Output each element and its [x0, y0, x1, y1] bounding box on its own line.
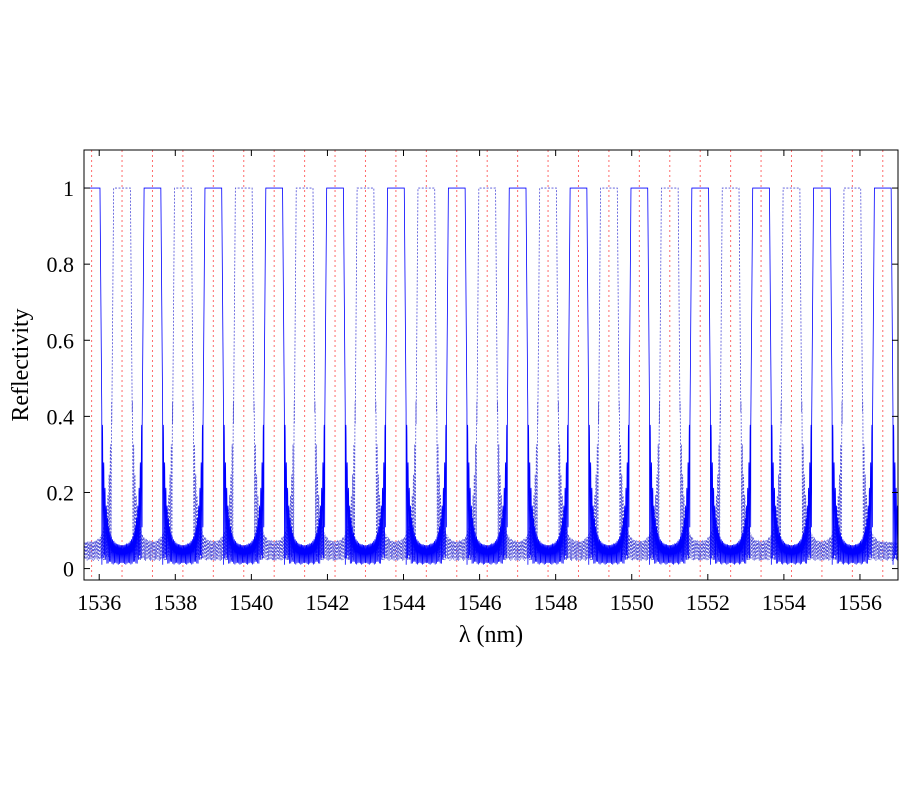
y-axis-ticks: 0 0.2 0.4 0.6 0.8 1	[47, 176, 898, 582]
dotted-series	[83, 187, 899, 561]
y-tick-label: 0.6	[47, 328, 75, 353]
x-tick-label: 1536	[77, 590, 121, 615]
x-tick-label: 1554	[762, 590, 806, 615]
x-tick-label: 1538	[153, 590, 197, 615]
y-tick-label: 1	[63, 176, 74, 201]
solid-series	[84, 187, 899, 565]
y-tick-label: 0.2	[47, 480, 75, 505]
channel-markers	[91, 150, 884, 580]
x-tick-label: 1550	[610, 590, 654, 615]
x-tick-label: 1556	[838, 590, 882, 615]
y-tick-label: 0.4	[47, 404, 75, 429]
y-axis-label: Reflectivity	[8, 308, 34, 421]
x-tick-label: 1540	[229, 590, 273, 615]
y-tick-label: 0	[63, 557, 74, 582]
y-tick-label: 0.8	[47, 252, 75, 277]
x-axis-ticks: 1536 1538 1540 1542 1544 1546 1548 1550 1552 1554…	[77, 150, 882, 615]
x-tick-label: 1548	[534, 590, 578, 615]
x-tick-label: 1542	[305, 590, 349, 615]
x-axis-label: λ (nm)	[459, 622, 523, 648]
dotted-series-line	[83, 187, 899, 561]
x-tick-label: 1546	[458, 590, 502, 615]
plot-frame	[83, 149, 899, 581]
solid-series-line	[84, 187, 899, 565]
x-tick-label: 1544	[382, 590, 426, 615]
x-tick-label: 1552	[686, 590, 730, 615]
